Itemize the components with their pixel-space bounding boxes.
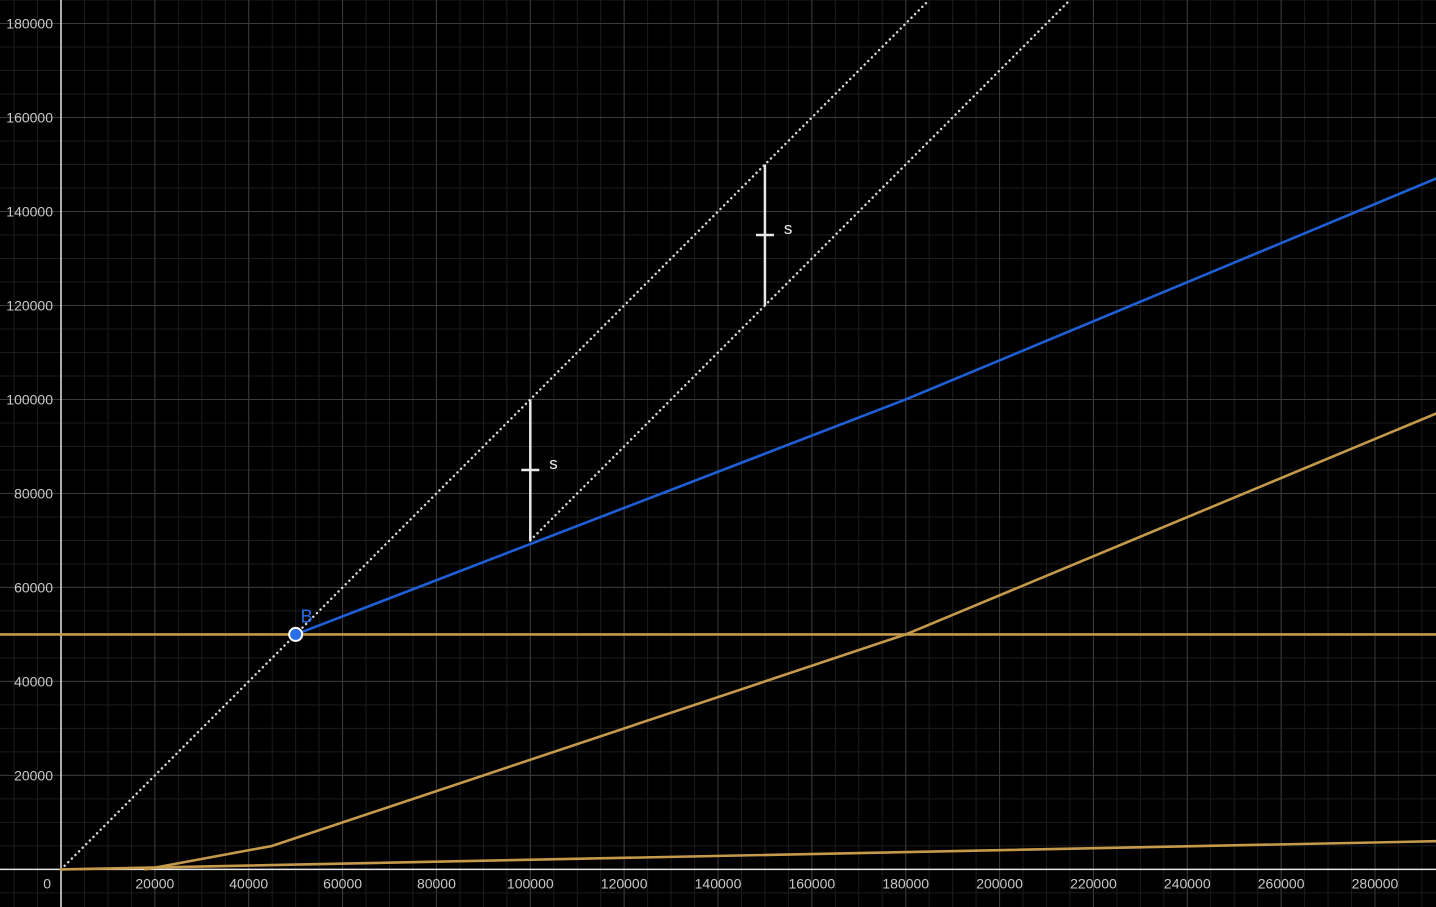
dotted-line-0[interactable] [59,0,931,871]
origin-label: 0 [43,875,51,891]
x-tick-label: 180000 [882,875,929,891]
point-b[interactable] [288,626,304,642]
segment-label: s [549,454,558,473]
x-tick-label: 280000 [1352,875,1399,891]
segment-label: s [784,219,793,238]
segment-objects: ss [521,164,793,541]
graph-objects [0,0,1436,871]
y-tick-label: 40000 [14,673,53,689]
x-tick-label: 260000 [1258,875,1305,891]
x-tick-label: 140000 [695,875,742,891]
x-tick-label: 200000 [976,875,1023,891]
y-tick-label: 20000 [14,767,53,783]
x-tick-label: 220000 [1070,875,1117,891]
x-tick-label: 40000 [229,875,268,891]
x-tick-label: 240000 [1164,875,1211,891]
y-tick-label: 60000 [14,579,53,595]
y-tick-label: 180000 [6,15,53,31]
x-tick-label: 60000 [323,875,362,891]
x-tick-label: 20000 [135,875,174,891]
dotted-line-1[interactable] [529,0,1072,542]
y-tick-label: 120000 [6,297,53,313]
x-tick-label: 120000 [601,875,648,891]
graph-line-2[interactable] [294,177,1436,636]
x-tick-label: 160000 [788,875,835,891]
y-tick-label: 100000 [6,391,53,407]
x-tick-label: 80000 [417,875,456,891]
tick-labels: 20000 40000 60000 80000 100000 120000 140000 16… [6,15,1398,891]
point-b-label: B [301,606,313,626]
graph-line-4[interactable] [144,412,1436,871]
graph-line-5[interactable] [59,839,1436,871]
y-tick-label: 80000 [14,485,53,501]
point-objects: B [288,606,313,642]
y-tick-label: 140000 [6,203,53,219]
x-tick-label: 100000 [507,875,554,891]
y-tick-label: 160000 [6,109,53,125]
